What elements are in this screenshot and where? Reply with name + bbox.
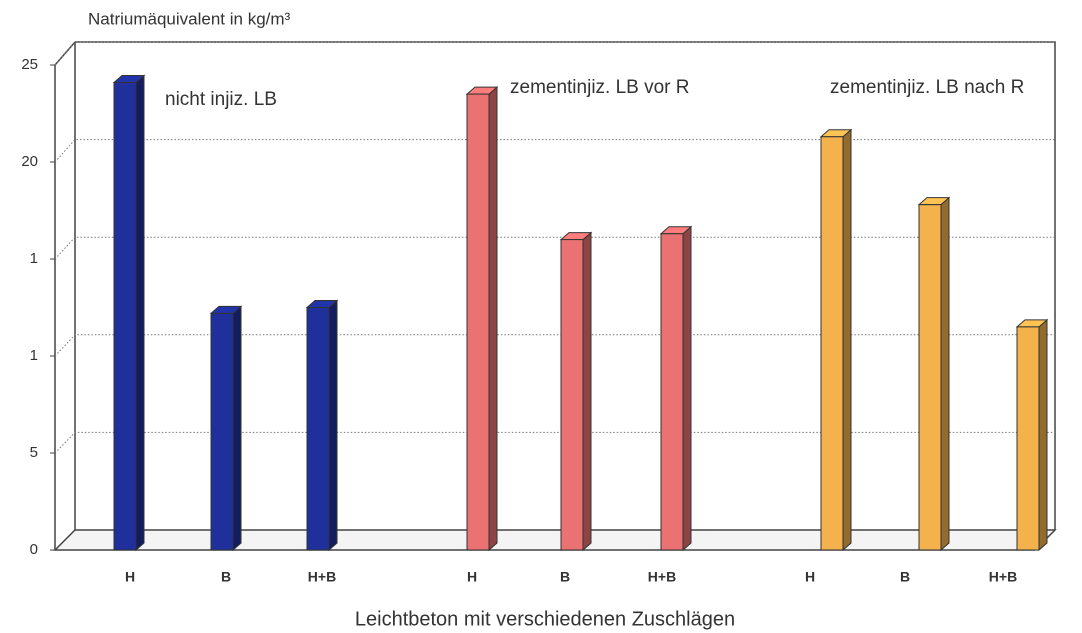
bar-side: [842, 128, 852, 552]
y-tick-label: 5: [30, 444, 38, 461]
bar-front: [113, 81, 137, 551]
x-tick-label: B: [900, 569, 910, 585]
x-tick-label: H: [805, 569, 815, 585]
grid-line: [54, 139, 1055, 163]
bar-side: [328, 299, 338, 552]
bar-front: [560, 239, 584, 551]
y-tick-label: 25: [21, 56, 38, 73]
x-tick-label: H: [467, 569, 477, 585]
bar-side: [488, 85, 498, 552]
frame: [53, 41, 1057, 551]
grid-line: [54, 431, 1055, 454]
x-tick-label: H+B: [308, 569, 336, 585]
bar: [209, 305, 243, 552]
x-tick-label: B: [560, 569, 570, 585]
x-tick-label: H+B: [648, 569, 676, 585]
y-tick-label: 1: [30, 250, 38, 267]
bar-side: [582, 231, 592, 552]
bar-side: [232, 305, 242, 552]
bar-front: [820, 136, 844, 551]
bar-front: [660, 233, 684, 551]
bar-side: [135, 74, 145, 552]
x-tick-label: B: [221, 569, 231, 585]
bar: [559, 231, 593, 552]
series-label: nicht injiz. LB: [165, 89, 277, 110]
bar-front: [1016, 326, 1040, 551]
x-tick-label: H: [125, 569, 135, 585]
bar: [819, 128, 853, 552]
y-tick-label: 20: [21, 153, 38, 170]
bar-front: [918, 204, 942, 551]
series-label: zementinjiz. LB nach R: [830, 77, 1024, 98]
bar: [659, 225, 693, 552]
y-tick-label: 0: [30, 541, 38, 558]
bar: [1015, 318, 1049, 552]
x-tick-label: H+B: [989, 569, 1017, 585]
bar-front: [210, 312, 234, 551]
bar-side: [940, 196, 950, 552]
y-tick-label: 1: [30, 347, 38, 364]
bar-side: [1038, 318, 1048, 552]
grid-line: [54, 334, 1055, 357]
bar: [112, 74, 146, 552]
grid-line: [54, 236, 1055, 260]
x-axis-label: Leichtbeton mit verschiedenen Zuschlägen: [355, 608, 735, 630]
bar: [917, 196, 951, 552]
bar-side: [682, 225, 692, 552]
bar: [305, 299, 339, 552]
bar-front: [466, 93, 490, 551]
chart-title: Natriumäquivalent in kg/m³: [88, 9, 291, 28]
series-label: zementinjiz. LB vor R: [510, 77, 690, 98]
bar: [465, 85, 499, 552]
grid-line: [54, 41, 1055, 66]
bar-front: [306, 307, 330, 551]
